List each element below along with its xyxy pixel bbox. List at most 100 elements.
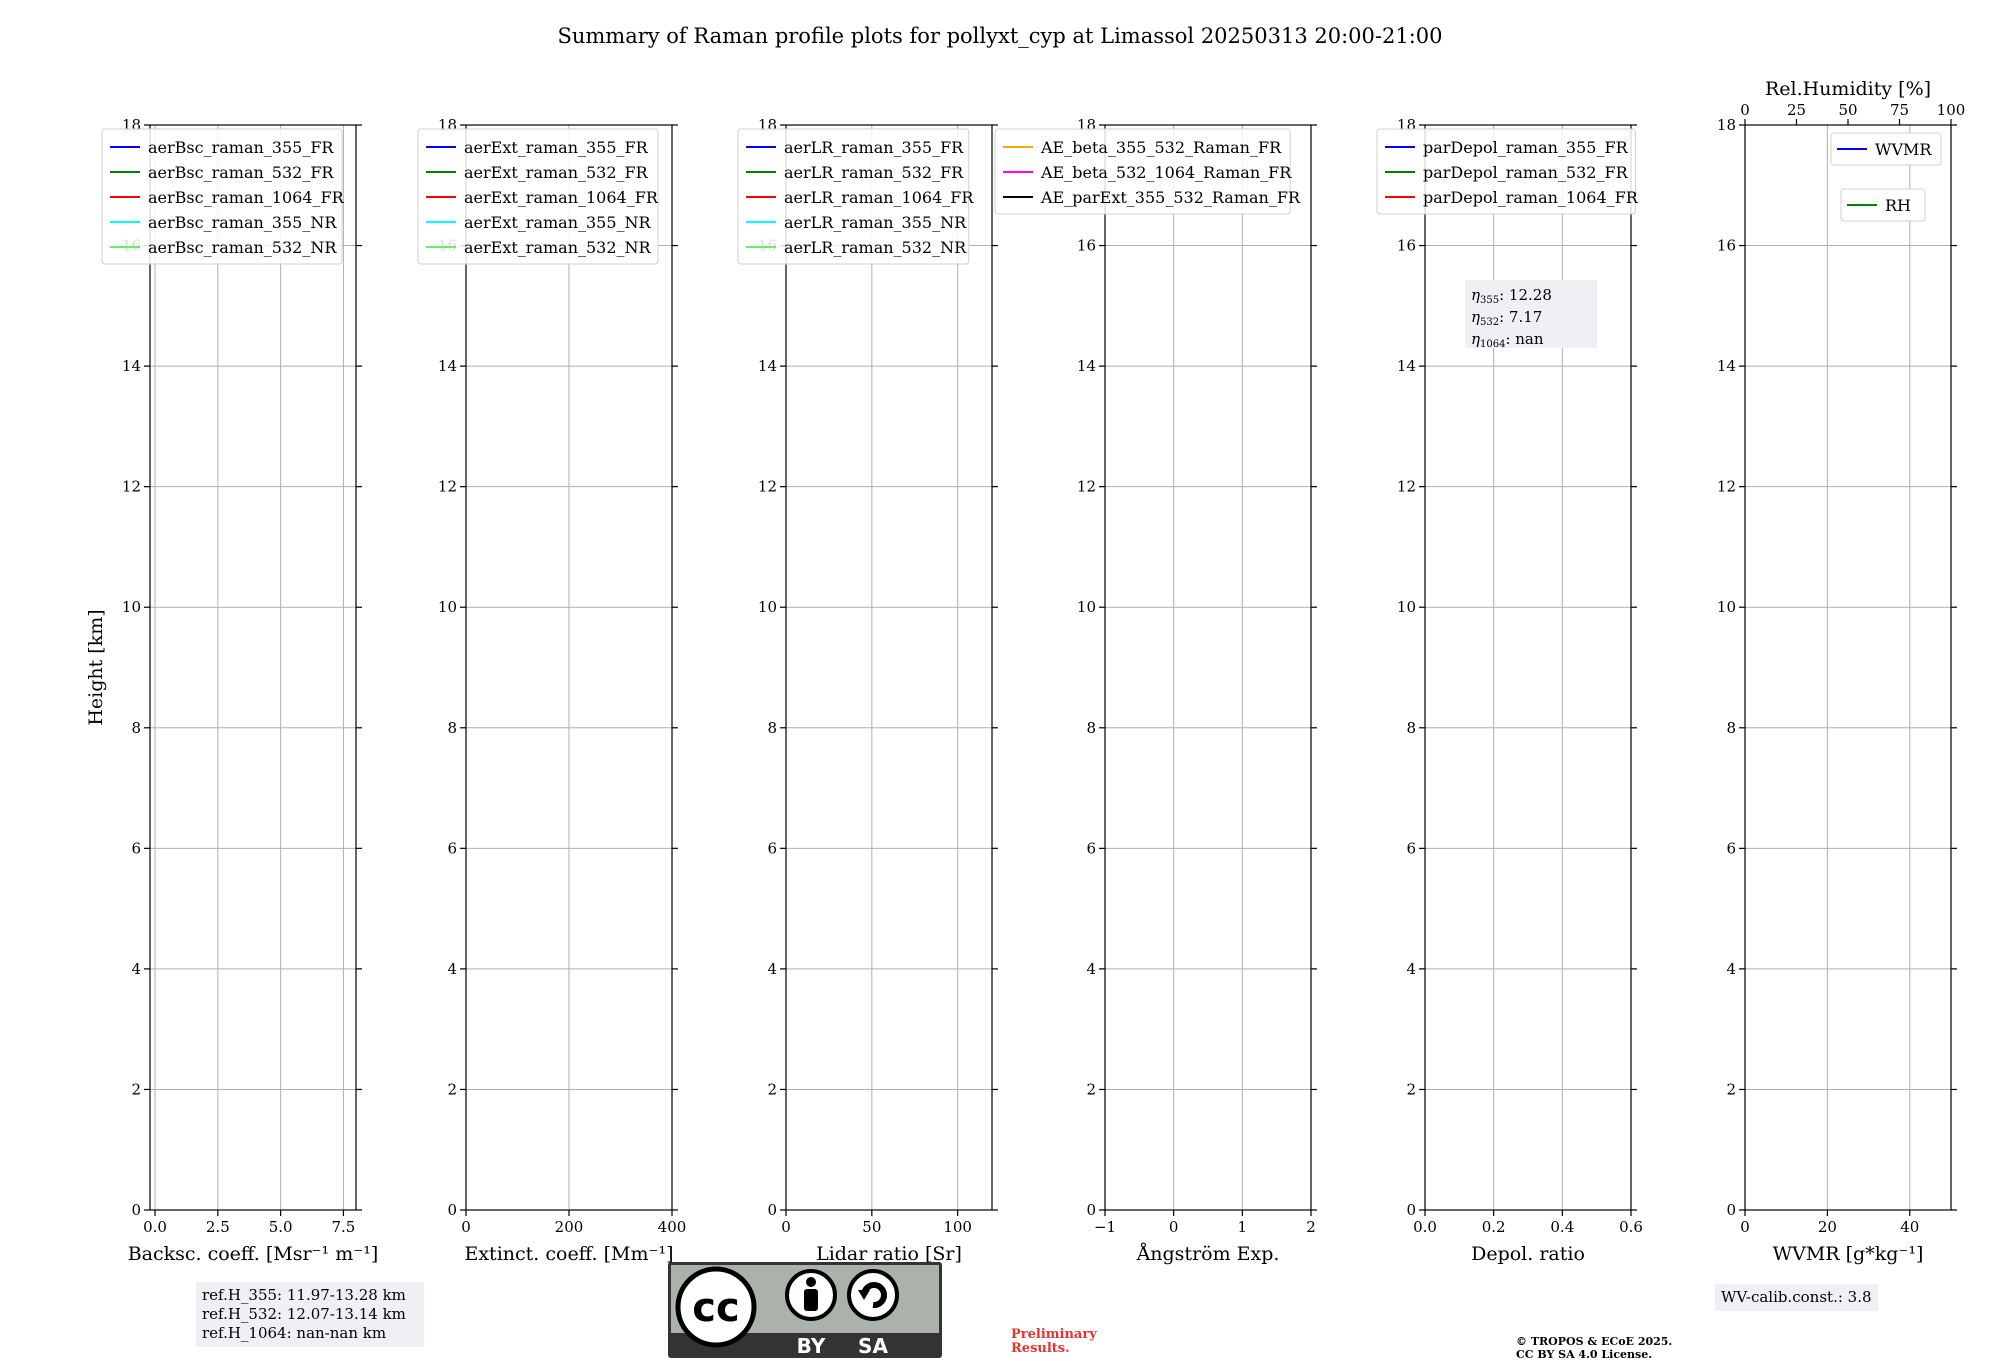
wv-legend-label: RH	[1885, 196, 1911, 215]
bsc-ytick-label: 4	[131, 960, 141, 978]
wv-ytick-label: 0	[1726, 1201, 1736, 1219]
figure-title: Summary of Raman profile plots for polly…	[557, 24, 1442, 48]
copyright-note: © TROPOS & ECoE 2025. CC BY SA 4.0 Licen…	[1516, 1335, 1672, 1361]
depol-eta-532: η532: 7.17	[1471, 308, 1542, 328]
lr-frame	[785, 124, 993, 1211]
cc-text: cc	[692, 1285, 739, 1331]
ext-xtick-label: 200	[555, 1218, 584, 1236]
depol-xtick-label: 0.2	[1482, 1218, 1506, 1236]
lr-ytick-label: 14	[758, 357, 777, 375]
depol-xtick-label: 0.6	[1619, 1218, 1643, 1236]
preliminary-note: Preliminary Results.	[1011, 1328, 1097, 1356]
bsc-legend-box	[101, 128, 343, 265]
by-person-body	[804, 1289, 818, 1311]
depol-ytick-label: 16	[1397, 237, 1416, 255]
bsc-xtick-label: 7.5	[332, 1218, 356, 1236]
depol-ytick-label: 12	[1397, 478, 1416, 496]
ext-legend-label: aerExt_raman_1064_FR	[464, 188, 659, 207]
ae-legend-label: AE_parExt_355_532_Raman_FR	[1040, 188, 1301, 207]
ae-xtick-label: 2	[1306, 1218, 1316, 1236]
ext-xlabel: Extinct. coeff. [Mm⁻¹]	[464, 1243, 673, 1265]
wv-ytick-label: 12	[1717, 478, 1736, 496]
wv-legend-box	[1840, 188, 1926, 222]
ae-xtick-label: −1	[1094, 1218, 1116, 1236]
bsc-xtick-label: 2.5	[206, 1218, 230, 1236]
ext-ytick-label: 0	[447, 1201, 457, 1219]
depol-legend-box	[1376, 128, 1636, 215]
bsc-ytick-label: 8	[131, 719, 141, 737]
wv-legend: WVMR RH	[1830, 132, 1942, 222]
depol-ytick-label: 10	[1397, 598, 1416, 616]
wv-ytick-label: 16	[1717, 237, 1736, 255]
ae-xlabel: Ångström Exp.	[1136, 1243, 1280, 1265]
cc-circle-icon	[675, 1266, 757, 1348]
ae-ytick-label: 2	[1086, 1080, 1096, 1098]
wv-frame	[1744, 124, 1952, 1211]
depol-eta-355: η355: 12.28	[1471, 286, 1552, 306]
bsc-legend-label: aerBsc_raman_355_FR	[148, 138, 334, 157]
lr-legend-box	[737, 128, 970, 265]
cc-by-label: BY	[797, 1334, 826, 1358]
ae-legend: AE_beta_355_532_Raman_FR AE_beta_532_1064…	[994, 128, 1301, 215]
ext-xtick-label: 400	[658, 1218, 687, 1236]
wv-top-xtick-label: 25	[1787, 101, 1806, 119]
ae-ytick-label: 16	[1077, 237, 1096, 255]
lr-ytick-label: 4	[767, 960, 777, 978]
bsc-ytick-label: 10	[122, 598, 141, 616]
lr-legend-label: aerLR_raman_532_FR	[784, 163, 964, 182]
wv-xtick-label: 40	[1900, 1218, 1919, 1236]
lr-ytick-label: 10	[758, 598, 777, 616]
ext-legend-label: aerExt_raman_355_NR	[464, 213, 652, 232]
bsc-ytick-label: 0	[131, 1201, 141, 1219]
ae-legend-label: AE_beta_532_1064_Raman_FR	[1040, 163, 1292, 182]
depol-frame	[1424, 124, 1632, 1211]
wv-top-xtick-label: 0	[1740, 101, 1750, 119]
ext-legend: aerExt_raman_355_FR aerExt_raman_532_FRae…	[417, 128, 659, 265]
wv-calib-const: WV-calib.const.: 3.8	[1721, 1288, 1872, 1306]
depol-eta-box	[1465, 280, 1597, 348]
bsc-frame	[149, 124, 357, 1211]
wv-top-xtick-label: 100	[1937, 101, 1966, 119]
wv-legend-box	[1830, 132, 1942, 166]
lr-ytick-label: 8	[767, 719, 777, 737]
ref-h-355: ref.H_355: 11.97-13.28 km	[202, 1286, 406, 1304]
depol-xtick-label: 0.0	[1413, 1218, 1437, 1236]
by-person-head	[806, 1277, 816, 1287]
sa-share-icon	[847, 1269, 899, 1321]
ae-ytick-label: 14	[1077, 357, 1096, 375]
ext-legend-label: aerExt_raman_532_FR	[464, 163, 649, 182]
preliminary-line-1: Preliminary	[1011, 1327, 1097, 1342]
bsc-xtick-label: 0.0	[143, 1218, 167, 1236]
ae-frame	[1104, 124, 1312, 1211]
reference-height-box: ref.H_355: 11.97-13.28 km ref.H_532: 12.…	[196, 1282, 424, 1347]
wv-calib-box: WV-calib.const.: 3.8	[1715, 1284, 1878, 1311]
depol-legend-label: parDepol_raman_532_FR	[1423, 163, 1629, 182]
wv-ytick-label: 14	[1717, 357, 1736, 375]
bsc-legend: aerBsc_raman_355_FR aerBsc_raman_532_FRae…	[101, 128, 345, 265]
bsc-ytick-label: 14	[122, 357, 141, 375]
lr-xtick-label: 100	[943, 1218, 972, 1236]
bsc-xtick-label: 5.0	[269, 1218, 293, 1236]
ext-legend-box	[417, 128, 659, 265]
ae-xtick-label: 0	[1169, 1218, 1179, 1236]
depol-ytick-label: 14	[1397, 357, 1416, 375]
ext-legend-label: aerExt_raman_355_FR	[464, 138, 649, 157]
wv-xtick-label: 0	[1740, 1218, 1750, 1236]
wv-ytick-label: 8	[1726, 719, 1736, 737]
depol-eta-1064: η1064: nan	[1471, 330, 1544, 350]
lr-ytick-label: 2	[767, 1080, 777, 1098]
bsc-ytick-label: 2	[131, 1080, 141, 1098]
wv-legend-label: WVMR	[1875, 140, 1932, 159]
ae-xtick-label: 1	[1238, 1218, 1248, 1236]
depol-legend-label: parDepol_raman_355_FR	[1423, 138, 1629, 157]
sa-arrow-arc	[861, 1282, 887, 1309]
wv-ytick-label: 6	[1726, 839, 1736, 857]
wv-ytick-label: 4	[1726, 960, 1736, 978]
lr-ytick-label: 6	[767, 839, 777, 857]
sa-arrow-head	[858, 1290, 870, 1300]
